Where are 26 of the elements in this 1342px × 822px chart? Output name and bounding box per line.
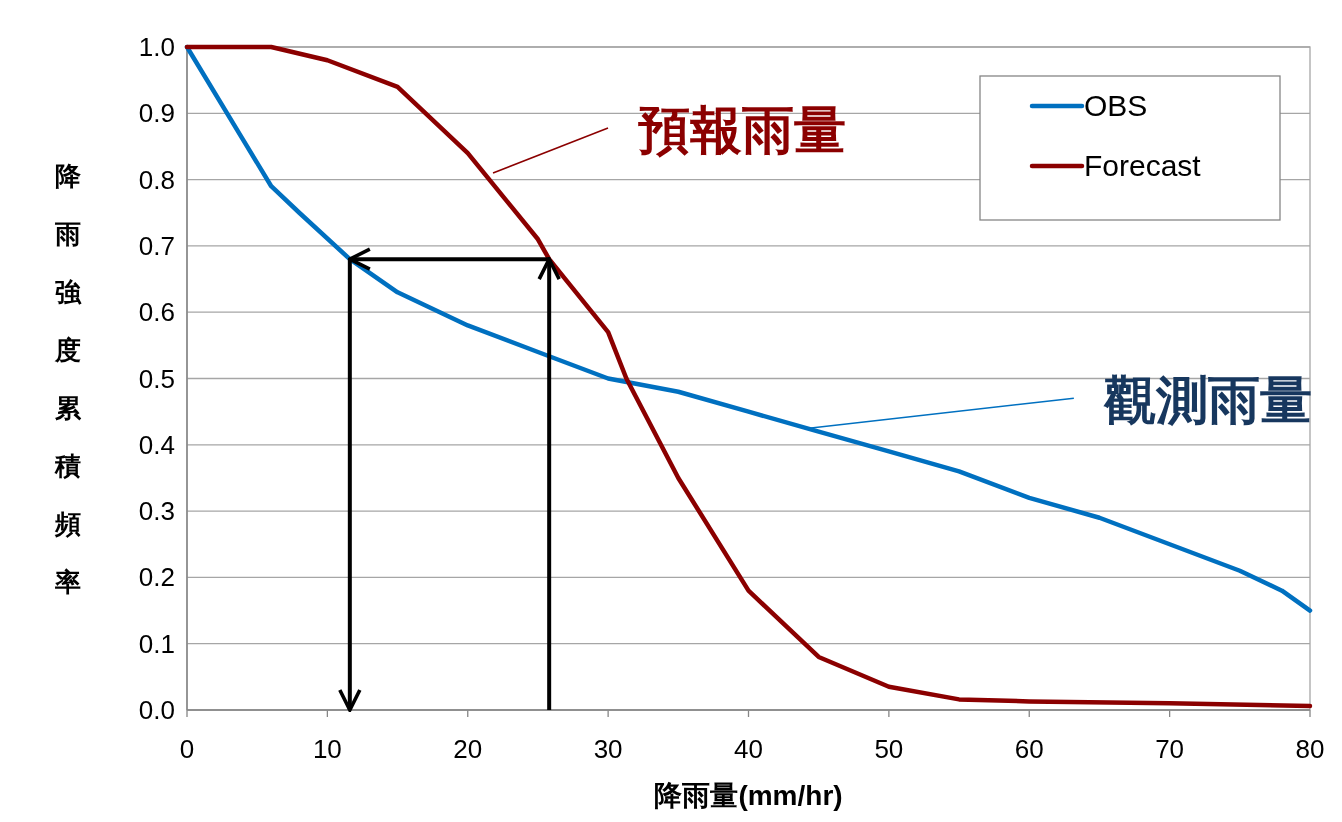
y-tick-label: 0.2	[138, 562, 175, 593]
y-tick-label: 1.0	[138, 32, 175, 62]
x-tick-label: 60	[1014, 734, 1044, 764]
x-tick-label: 80	[1295, 734, 1325, 764]
y-tick-label: 0.0	[138, 695, 175, 725]
y-tick-label: 0.3	[138, 496, 175, 527]
annotation: 預報雨量	[638, 100, 847, 159]
y-tick-label: 0.5	[138, 363, 175, 394]
legend-label: OBS	[1084, 89, 1148, 122]
y-tick-label: 0.4	[138, 429, 175, 460]
y-tick-label: 0.6	[138, 297, 175, 328]
x-tick-label: 40	[734, 734, 763, 764]
x-axis-title: 降雨量(mm/hr)	[654, 780, 843, 811]
y-tick-label: 0.7	[138, 230, 175, 261]
x-tick-label: 10	[312, 734, 342, 764]
x-tick-label: 50	[874, 734, 904, 764]
x-tick-label: 20	[453, 734, 483, 764]
x-tick-label: 0	[179, 734, 195, 764]
x-tick-label: 70	[1155, 734, 1185, 764]
y-tick-label: 0.1	[138, 628, 175, 659]
x-tick-label: 30	[593, 734, 623, 764]
y-axis-title: 降雨強度累積頻率	[54, 160, 82, 597]
legend-label: Forecast	[1084, 149, 1202, 182]
y-tick-label: 0.8	[138, 164, 175, 195]
y-tick-label: 0.9	[138, 98, 175, 129]
annotation: 觀測雨量	[1102, 371, 1312, 430]
